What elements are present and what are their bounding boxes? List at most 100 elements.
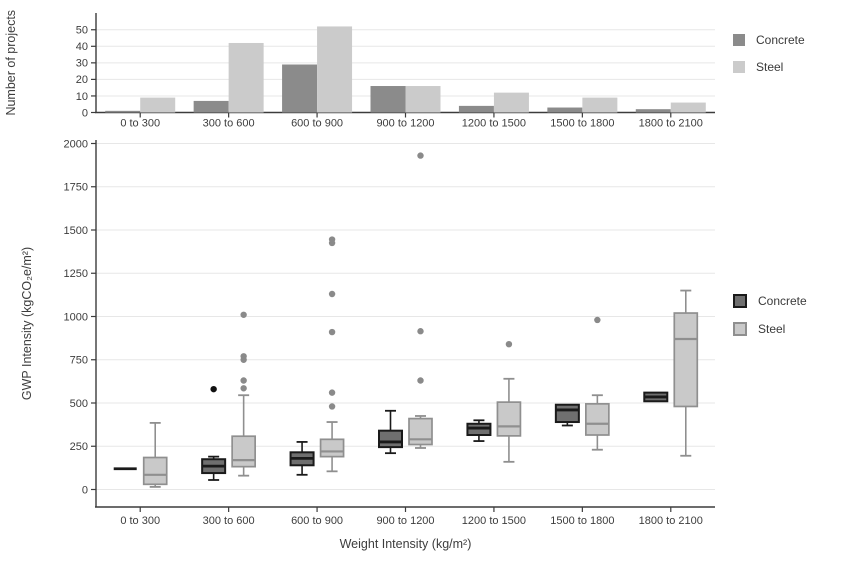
box-rect: [142, 456, 168, 486]
y-tick-label: 1250: [64, 268, 88, 280]
x-tick-label: 300 to 600: [203, 515, 255, 527]
y-tick-label: 250: [70, 441, 88, 453]
boxplot-panel: 0 250 500 750 1000 1250 1500 1750 2000 0 to 300 30…: [20, 138, 715, 551]
bar-concrete-3: [370, 86, 406, 113]
box-concrete-4: [466, 419, 492, 442]
histogram-panel: 0 10 20 30 40 50 0 to 300 300 to 600 600 to 900 9…: [4, 10, 715, 130]
y-tick-label: 2000: [64, 138, 88, 150]
box-rect: [554, 403, 580, 424]
y-tick-label: 1500: [64, 225, 88, 237]
box-concrete-5: [554, 403, 580, 427]
box-steel-3: [408, 152, 433, 449]
y-tick-label: 500: [70, 398, 88, 410]
outlier-point: [594, 316, 601, 324]
x-tick-label: 0 to 300: [120, 515, 160, 527]
bar-concrete-4: [458, 105, 494, 113]
bars-concrete: [105, 64, 671, 113]
box-steel-0: [142, 421, 168, 488]
outlier-point: [328, 389, 336, 396]
x-tick-label: 1500 to 1800: [550, 515, 614, 527]
outlier-point: [240, 311, 247, 318]
y-tick-label: 1000: [64, 311, 88, 323]
box-steel-2: [319, 236, 345, 473]
x-axis-title: Weight Intensity (kg/m²): [340, 537, 472, 551]
legend-label-concrete: Concrete: [756, 33, 805, 47]
histogram-legend: Concrete Steel: [733, 29, 805, 78]
concrete-swatch: [733, 294, 747, 308]
legend-label-steel: Steel: [756, 60, 784, 74]
legend-item-steel: Steel: [733, 318, 807, 340]
box-steel-4: [496, 340, 522, 463]
bars-steel: [140, 26, 706, 113]
y-axis-title: Number of projects: [4, 10, 18, 116]
outlier-point: [417, 152, 424, 159]
legend-label-concrete: Concrete: [758, 294, 807, 308]
y-tick-label: 20: [76, 74, 88, 86]
box-concrete-3: [378, 409, 403, 455]
boxplot-legend: Concrete Steel: [733, 290, 807, 340]
steel-swatch: [733, 61, 745, 73]
box-rect: [378, 429, 403, 449]
y-tick-label: 30: [76, 58, 88, 70]
x-tick-label: 600 to 900: [291, 118, 343, 130]
legend-item-concrete: Concrete: [733, 290, 807, 312]
y-tick-label: 0: [82, 107, 88, 119]
x-tick-label: 1200 to 1500: [462, 118, 526, 130]
box-rect: [231, 435, 256, 468]
x-tick-label: 1800 to 2100: [639, 118, 703, 130]
boxes-concrete: [113, 385, 669, 481]
bar-steel-6: [670, 102, 706, 113]
x-tick-label: 900 to 1200: [376, 515, 434, 527]
outlier-point: [505, 340, 513, 348]
outlier-point: [240, 377, 247, 384]
legend-item-concrete: Concrete: [733, 29, 805, 51]
y-tick-label: 40: [76, 41, 88, 53]
outlier-point: [240, 353, 247, 360]
outlier-point: [328, 403, 336, 410]
outlier-point: [328, 328, 336, 336]
bar-steel-4: [493, 92, 529, 113]
outlier-point: [240, 385, 247, 392]
box-concrete-6: [643, 391, 669, 403]
box-rect: [673, 312, 699, 408]
x-tick-label: 1800 to 2100: [639, 515, 703, 527]
outlier-point: [417, 377, 424, 384]
legend-label-steel: Steel: [758, 322, 786, 336]
bar-steel-1: [228, 42, 264, 113]
bar-concrete-2: [282, 64, 318, 113]
outlier-point: [210, 385, 217, 393]
y-tick-label: 1750: [64, 182, 88, 194]
box-concrete-2: [289, 441, 315, 476]
x-tick-label: 600 to 900: [291, 515, 343, 527]
box-concrete-1: [201, 385, 227, 481]
box-steel-5: [585, 316, 610, 451]
bar-concrete-6: [635, 109, 671, 113]
box-steel-6: [673, 289, 699, 457]
box-rect: [319, 438, 345, 458]
y-tick-label: 750: [70, 355, 88, 367]
bar-concrete-5: [547, 107, 583, 113]
outlier-point: [417, 328, 424, 335]
box-steel-1: [231, 311, 256, 477]
y-tick-label: 0: [82, 484, 88, 496]
bar-concrete-0: [105, 110, 141, 113]
boxes-steel: [142, 152, 699, 488]
x-tick-label: 0 to 300: [120, 118, 160, 130]
x-tick-label: 900 to 1200: [376, 118, 434, 130]
bar-steel-2: [317, 26, 353, 113]
x-tick-label: 300 to 600: [203, 118, 255, 130]
steel-swatch: [733, 322, 747, 336]
legend-item-steel: Steel: [733, 56, 805, 78]
box-rect: [408, 417, 433, 446]
y-tick-label: 50: [76, 25, 88, 37]
bar-steel-5: [582, 97, 618, 113]
bar-steel-3: [405, 86, 441, 113]
x-tick-label: 1200 to 1500: [462, 515, 526, 527]
bar-steel-0: [140, 97, 176, 113]
y-tick-label: 10: [76, 91, 88, 103]
x-tick-label: 1500 to 1800: [550, 118, 614, 130]
concrete-swatch: [733, 34, 745, 46]
box-rect: [496, 401, 522, 437]
